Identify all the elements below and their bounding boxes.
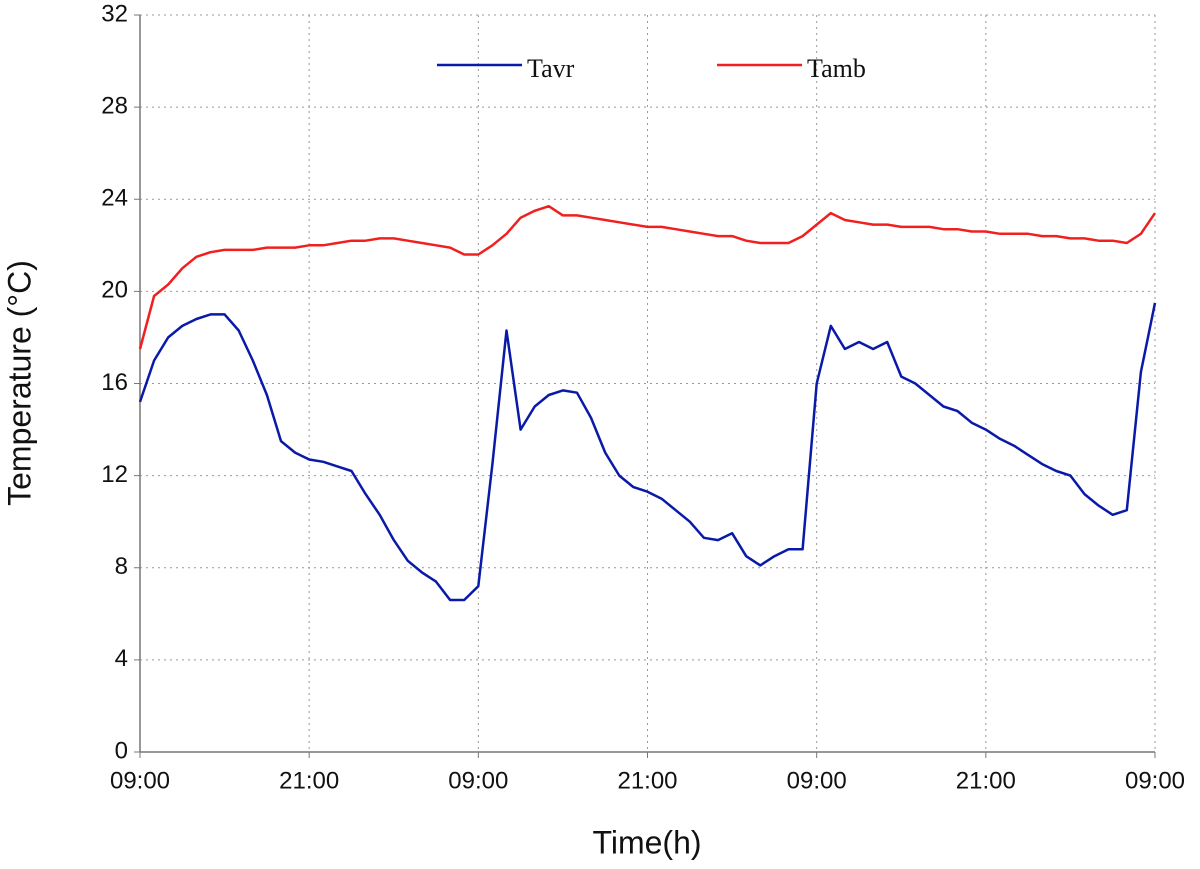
x-tick-label: 21:00 <box>956 767 1016 794</box>
x-axis-title: Time(h) <box>592 824 701 860</box>
data-line <box>138 204 1157 350</box>
legend-label: Tamb <box>807 54 866 83</box>
x-tick-label: 09:00 <box>1125 767 1185 794</box>
y-tick-label: 8 <box>115 553 128 580</box>
data-line <box>138 302 1157 602</box>
y-axis-title: Temperature (°C) <box>1 260 37 506</box>
x-tick-label: 09:00 <box>787 767 847 794</box>
x-tick-label: 21:00 <box>617 767 677 794</box>
y-tick-label: 12 <box>101 461 128 488</box>
y-tick-label: 20 <box>101 277 128 304</box>
y-tick-label: 28 <box>101 92 128 119</box>
x-tick-label: 21:00 <box>279 767 339 794</box>
y-tick-label: 16 <box>101 369 128 396</box>
legend-label: Tavr <box>527 54 575 83</box>
x-tick-label: 09:00 <box>448 767 508 794</box>
y-tick-label: 32 <box>101 0 128 27</box>
y-tick-label: 0 <box>115 737 128 764</box>
y-tick-label: 4 <box>115 645 128 672</box>
x-tick-label: 09:00 <box>110 767 170 794</box>
y-tick-label: 24 <box>101 185 128 212</box>
